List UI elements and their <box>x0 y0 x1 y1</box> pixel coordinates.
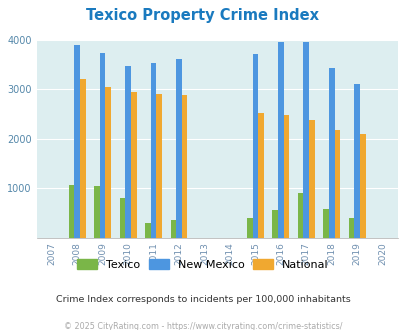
Bar <box>328 68 334 238</box>
Bar <box>94 185 100 238</box>
Bar <box>145 223 150 238</box>
Bar <box>150 63 156 238</box>
Bar <box>348 218 354 238</box>
Bar <box>246 218 252 238</box>
Bar <box>297 193 303 238</box>
Text: Texico Property Crime Index: Texico Property Crime Index <box>86 8 319 23</box>
Bar <box>252 54 258 238</box>
Bar <box>334 130 339 238</box>
Bar <box>277 42 283 238</box>
Bar <box>100 53 105 238</box>
Bar <box>156 94 162 238</box>
Bar <box>272 210 277 238</box>
Bar <box>322 209 328 238</box>
Text: © 2025 CityRating.com - https://www.cityrating.com/crime-statistics/: © 2025 CityRating.com - https://www.city… <box>64 322 341 330</box>
Bar <box>170 220 176 238</box>
Bar <box>176 59 181 238</box>
Bar <box>181 95 187 238</box>
Bar <box>119 198 125 238</box>
Bar <box>354 84 359 238</box>
Bar <box>69 185 74 238</box>
Bar <box>303 42 308 238</box>
Bar <box>74 45 80 238</box>
Bar <box>105 87 111 238</box>
Bar <box>258 114 263 238</box>
Legend: Texico, New Mexico, National: Texico, New Mexico, National <box>74 256 331 273</box>
Text: Crime Index corresponds to incidents per 100,000 inhabitants: Crime Index corresponds to incidents per… <box>55 295 350 304</box>
Bar <box>80 79 85 238</box>
Bar <box>125 66 131 238</box>
Bar <box>283 115 288 238</box>
Bar <box>308 120 314 238</box>
Bar <box>359 134 364 238</box>
Bar <box>131 92 136 238</box>
